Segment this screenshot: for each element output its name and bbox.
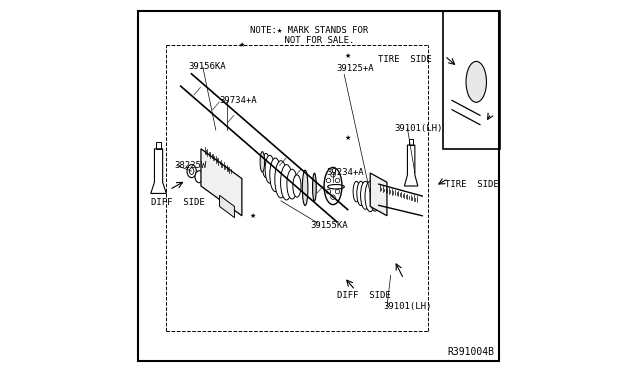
Circle shape <box>331 173 335 177</box>
Ellipse shape <box>360 182 370 209</box>
Text: DIFF  SIDE: DIFF SIDE <box>151 198 205 207</box>
Text: ★: ★ <box>250 213 256 219</box>
Ellipse shape <box>189 168 194 174</box>
Polygon shape <box>151 149 166 193</box>
Circle shape <box>331 195 335 199</box>
Text: ★: ★ <box>345 53 351 59</box>
Ellipse shape <box>270 158 281 192</box>
Ellipse shape <box>353 182 360 202</box>
Circle shape <box>326 189 331 194</box>
Ellipse shape <box>195 171 203 183</box>
Ellipse shape <box>275 161 287 198</box>
Text: R391004B: R391004B <box>448 347 495 357</box>
Ellipse shape <box>260 152 264 172</box>
Bar <box>156 142 161 149</box>
Ellipse shape <box>302 170 308 205</box>
Text: NOTE:★ MARK STANDS FOR
    NOT FOR SALE.: NOTE:★ MARK STANDS FOR NOT FOR SALE. <box>250 26 368 45</box>
Polygon shape <box>201 149 242 216</box>
Ellipse shape <box>374 186 383 209</box>
Circle shape <box>335 189 340 194</box>
Text: 39234+A: 39234+A <box>326 169 364 177</box>
Ellipse shape <box>324 167 342 205</box>
Text: 39155KA: 39155KA <box>310 221 348 230</box>
Circle shape <box>326 178 331 183</box>
Text: ★: ★ <box>239 42 245 48</box>
Ellipse shape <box>312 173 316 201</box>
Ellipse shape <box>287 169 298 199</box>
Text: DIFF  SIDE: DIFF SIDE <box>337 291 390 300</box>
Text: 39101(LH): 39101(LH) <box>394 124 443 133</box>
Text: 38225W: 38225W <box>174 161 207 170</box>
Bar <box>443 11 500 149</box>
Ellipse shape <box>265 155 275 183</box>
Ellipse shape <box>370 183 380 211</box>
Text: ★: ★ <box>345 135 351 141</box>
Bar <box>408 139 413 145</box>
Ellipse shape <box>357 182 365 205</box>
Ellipse shape <box>187 164 196 177</box>
Text: 39734+A: 39734+A <box>220 96 257 105</box>
Text: TIRE  SIDE: TIRE SIDE <box>445 180 499 189</box>
Ellipse shape <box>293 175 301 197</box>
Ellipse shape <box>365 181 376 212</box>
Ellipse shape <box>466 61 486 102</box>
Polygon shape <box>404 145 418 186</box>
Circle shape <box>335 178 340 183</box>
Ellipse shape <box>262 153 270 178</box>
Text: 39156KA: 39156KA <box>188 62 225 71</box>
Text: 39101(LH): 39101(LH) <box>383 302 431 311</box>
Polygon shape <box>370 173 387 216</box>
Text: TIRE  SIDE: TIRE SIDE <box>378 55 431 64</box>
Ellipse shape <box>280 165 292 200</box>
Polygon shape <box>220 195 234 218</box>
Text: 39125+A: 39125+A <box>337 64 374 73</box>
